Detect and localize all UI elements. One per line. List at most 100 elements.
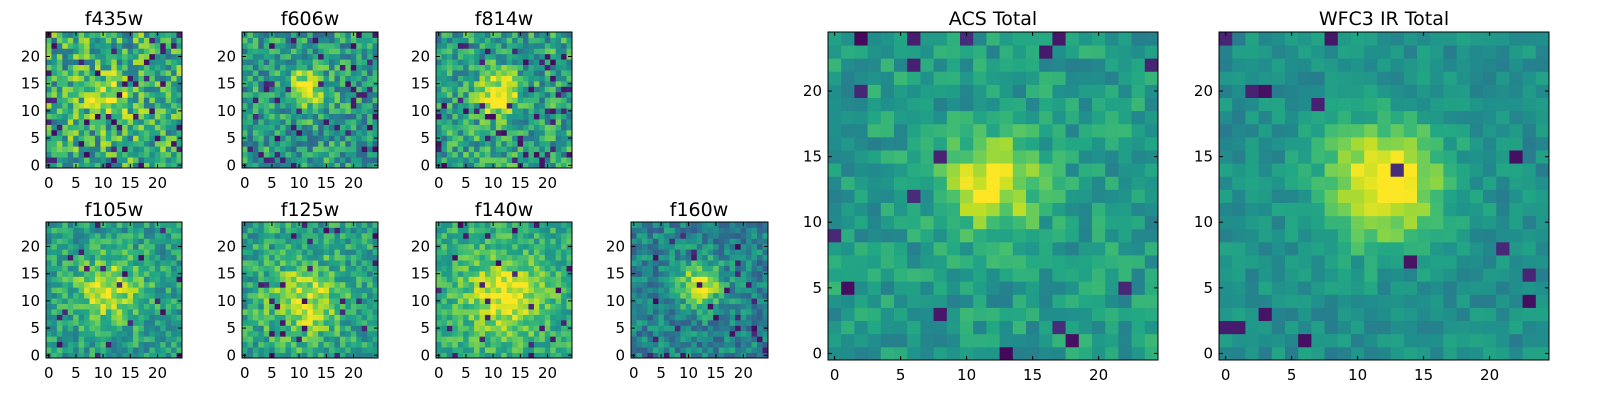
heatmap-cell: [566, 91, 573, 98]
heatmap-cell: [312, 222, 319, 228]
heatmap-cell: [441, 64, 448, 71]
heatmap-cell: [436, 260, 442, 266]
heatmap-cell: [436, 265, 442, 272]
heatmap-cell: [367, 270, 373, 277]
heatmap-cell: [280, 319, 286, 326]
heatmap-cell: [523, 341, 529, 348]
heatmap-cell: [484, 287, 491, 294]
x-tick-label: 15: [317, 364, 336, 382]
y-tick-label: 20: [21, 47, 40, 65]
heatmap-cell: [457, 37, 464, 44]
heatmap-cell: [78, 319, 85, 326]
heatmap-cell: [457, 303, 464, 310]
heatmap-cell: [323, 91, 330, 98]
heatmap-cell: [933, 163, 948, 177]
heatmap-cell: [149, 135, 156, 142]
heatmap-cell: [452, 162, 459, 169]
heatmap-cell: [468, 243, 475, 250]
heatmap-cell: [539, 86, 546, 93]
heatmap-cell: [160, 108, 167, 114]
heatmap-cell: [468, 232, 475, 239]
heatmap-cell: [468, 330, 475, 337]
heatmap-cell: [116, 227, 123, 234]
heatmap-cell: [111, 42, 118, 49]
heatmap-cell: [62, 70, 69, 76]
heatmap-cell: [506, 260, 513, 266]
heatmap-cell: [724, 292, 731, 299]
heatmap-cell: [258, 330, 265, 337]
heatmap-cell: [479, 157, 486, 163]
heatmap-cell: [533, 314, 540, 321]
heatmap-cell: [372, 347, 379, 353]
heatmap-cell: [740, 309, 747, 315]
heatmap-cell: [539, 129, 546, 136]
heatmap-cell: [312, 341, 319, 348]
heatmap-cell: [702, 249, 709, 256]
heatmap-cell: [474, 32, 480, 38]
heatmap-cell: [329, 325, 335, 332]
heatmap-cell: [960, 268, 974, 282]
heatmap-cell: [495, 238, 502, 245]
heatmap-cell: [105, 102, 112, 109]
y-tick-label: 10: [217, 102, 236, 120]
heatmap-cell: [1118, 294, 1132, 308]
heatmap-cell: [960, 215, 974, 230]
heatmap-cell: [301, 108, 308, 114]
heatmap-cell: [474, 238, 480, 245]
heatmap-cell: [539, 347, 546, 353]
heatmap-cell: [751, 352, 758, 359]
heatmap-cell: [512, 309, 518, 315]
heatmap-cell: [828, 228, 842, 243]
heatmap-cell: [490, 70, 497, 76]
heatmap-cell: [894, 228, 908, 243]
heatmap-cell: [73, 276, 80, 283]
heatmap-cell: [490, 37, 497, 44]
heatmap-cell: [501, 281, 508, 288]
heatmap-cell: [62, 309, 69, 315]
heatmap-cell: [334, 113, 341, 120]
heatmap-cell: [133, 352, 139, 359]
heatmap-cell: [680, 265, 687, 272]
heatmap-cell: [457, 80, 464, 87]
heatmap-cell: [479, 102, 486, 109]
heatmap-cell: [89, 80, 96, 87]
heatmap-cell: [757, 292, 763, 299]
heatmap-cell: [663, 298, 670, 304]
heatmap-cell: [561, 75, 567, 82]
heatmap-cell: [561, 59, 567, 66]
heatmap-cell: [490, 336, 497, 343]
heatmap-cell: [680, 232, 687, 239]
heatmap-cell: [713, 341, 720, 348]
heatmap-cell: [171, 53, 177, 60]
heatmap-cell: [51, 292, 58, 299]
heatmap-cell: [323, 309, 330, 315]
heatmap-cell: [457, 309, 464, 315]
heatmap-cell: [78, 292, 85, 299]
heatmap-cell: [296, 227, 303, 234]
heatmap-cell: [111, 59, 118, 66]
heatmap-cell: [165, 281, 172, 288]
heatmap-cell: [696, 325, 703, 332]
heatmap-cell: [641, 281, 648, 288]
heatmap-cell: [674, 232, 681, 239]
heatmap-cell: [506, 129, 513, 136]
heatmap-cell: [561, 238, 567, 245]
heatmap-cell: [367, 249, 373, 256]
heatmap-cell: [94, 64, 101, 71]
heatmap-cell: [280, 243, 286, 250]
heatmap-cell: [713, 303, 720, 310]
heatmap-cell: [452, 232, 459, 239]
heatmap-cell: [501, 292, 508, 299]
heatmap-cell: [495, 113, 502, 120]
heatmap-cell: [702, 325, 709, 332]
heatmap-cell: [641, 265, 648, 272]
heatmap-cell: [436, 238, 442, 245]
heatmap-cell: [312, 146, 319, 153]
heatmap-cell: [707, 287, 714, 294]
heatmap-cell: [474, 119, 480, 125]
heatmap-cell: [285, 352, 292, 359]
heatmap-cell: [345, 287, 352, 294]
heatmap-cell: [56, 37, 63, 44]
heatmap-cell: [84, 113, 90, 120]
